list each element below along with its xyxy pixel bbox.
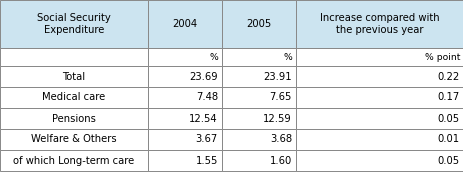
Bar bbox=[221, 87, 295, 108]
Bar bbox=[0, 0, 148, 48]
Text: 3.67: 3.67 bbox=[195, 135, 218, 145]
Bar bbox=[148, 48, 221, 66]
Text: 3.68: 3.68 bbox=[269, 135, 291, 145]
Text: 7.48: 7.48 bbox=[195, 93, 218, 103]
Bar bbox=[295, 87, 463, 108]
Text: Welfare & Others: Welfare & Others bbox=[31, 135, 117, 145]
Text: 23.69: 23.69 bbox=[189, 72, 218, 82]
Bar bbox=[0, 129, 148, 150]
Text: 12.54: 12.54 bbox=[189, 114, 218, 124]
Bar bbox=[0, 150, 148, 171]
Bar bbox=[295, 48, 463, 66]
Bar bbox=[148, 129, 221, 150]
Text: 23.91: 23.91 bbox=[263, 72, 291, 82]
Bar bbox=[0, 66, 148, 87]
Bar bbox=[221, 48, 295, 66]
Text: Medical care: Medical care bbox=[42, 93, 106, 103]
Bar bbox=[148, 150, 221, 171]
Text: 0.17: 0.17 bbox=[437, 93, 459, 103]
Bar bbox=[148, 66, 221, 87]
Bar bbox=[0, 48, 148, 66]
Text: %: % bbox=[282, 52, 291, 61]
Bar bbox=[221, 108, 295, 129]
Text: Social Security
Expenditure: Social Security Expenditure bbox=[37, 13, 111, 35]
Bar bbox=[295, 129, 463, 150]
Bar bbox=[148, 108, 221, 129]
Bar bbox=[148, 0, 221, 48]
Bar bbox=[295, 108, 463, 129]
Text: % point: % point bbox=[424, 52, 459, 61]
Text: 0.05: 0.05 bbox=[437, 114, 459, 124]
Bar bbox=[148, 87, 221, 108]
Bar bbox=[221, 66, 295, 87]
Text: 1.60: 1.60 bbox=[269, 156, 291, 166]
Text: 0.22: 0.22 bbox=[437, 72, 459, 82]
Bar bbox=[295, 150, 463, 171]
Text: Total: Total bbox=[63, 72, 85, 82]
Text: 2004: 2004 bbox=[172, 19, 197, 29]
Bar bbox=[221, 150, 295, 171]
Text: 12.59: 12.59 bbox=[263, 114, 291, 124]
Text: 7.65: 7.65 bbox=[269, 93, 291, 103]
Text: Increase compared with
the previous year: Increase compared with the previous year bbox=[319, 13, 439, 35]
Bar bbox=[0, 108, 148, 129]
Bar bbox=[295, 0, 463, 48]
Bar bbox=[221, 129, 295, 150]
Bar bbox=[221, 0, 295, 48]
Text: 1.55: 1.55 bbox=[195, 156, 218, 166]
Bar bbox=[0, 87, 148, 108]
Bar bbox=[295, 66, 463, 87]
Text: 2005: 2005 bbox=[246, 19, 271, 29]
Text: 0.05: 0.05 bbox=[437, 156, 459, 166]
Text: %: % bbox=[209, 52, 218, 61]
Text: 0.01: 0.01 bbox=[437, 135, 459, 145]
Text: of which Long-term care: of which Long-term care bbox=[13, 156, 134, 166]
Text: Pensions: Pensions bbox=[52, 114, 96, 124]
